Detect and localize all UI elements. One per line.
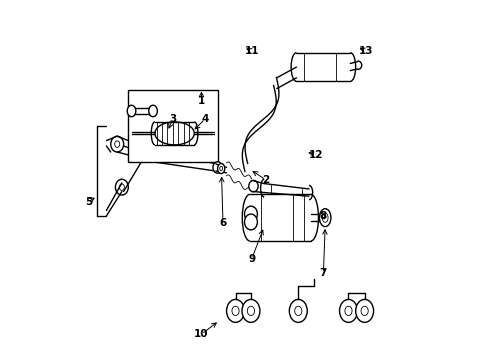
Text: 8: 8 bbox=[319, 211, 326, 221]
Ellipse shape bbox=[344, 306, 351, 316]
Text: 12: 12 bbox=[308, 150, 323, 160]
Ellipse shape bbox=[226, 300, 244, 322]
Ellipse shape bbox=[339, 300, 357, 322]
Ellipse shape bbox=[289, 300, 306, 322]
Ellipse shape bbox=[355, 300, 373, 322]
Ellipse shape bbox=[360, 306, 367, 316]
Ellipse shape bbox=[294, 306, 301, 316]
Ellipse shape bbox=[247, 306, 254, 316]
Ellipse shape bbox=[217, 163, 224, 174]
Text: 3: 3 bbox=[169, 114, 176, 124]
Text: 9: 9 bbox=[247, 254, 255, 264]
Ellipse shape bbox=[148, 105, 157, 117]
Ellipse shape bbox=[322, 213, 327, 222]
Text: 4: 4 bbox=[201, 114, 208, 124]
Bar bbox=[128, 90, 217, 162]
Ellipse shape bbox=[242, 300, 260, 322]
Ellipse shape bbox=[231, 306, 239, 316]
Text: 2: 2 bbox=[262, 175, 269, 185]
Ellipse shape bbox=[127, 105, 136, 117]
Text: 7: 7 bbox=[319, 268, 326, 278]
Ellipse shape bbox=[244, 206, 257, 222]
Ellipse shape bbox=[212, 162, 222, 173]
Text: 13: 13 bbox=[359, 46, 373, 56]
Text: 10: 10 bbox=[194, 329, 208, 339]
Ellipse shape bbox=[319, 209, 330, 226]
Text: 6: 6 bbox=[219, 218, 226, 228]
Ellipse shape bbox=[155, 122, 194, 145]
Text: 11: 11 bbox=[244, 46, 258, 56]
Ellipse shape bbox=[219, 166, 222, 171]
Text: 1: 1 bbox=[198, 96, 204, 106]
Ellipse shape bbox=[115, 141, 120, 147]
Ellipse shape bbox=[248, 180, 258, 192]
Ellipse shape bbox=[244, 214, 257, 230]
Ellipse shape bbox=[110, 136, 123, 152]
Ellipse shape bbox=[115, 179, 128, 195]
Text: 5: 5 bbox=[85, 197, 92, 207]
Ellipse shape bbox=[119, 184, 124, 190]
